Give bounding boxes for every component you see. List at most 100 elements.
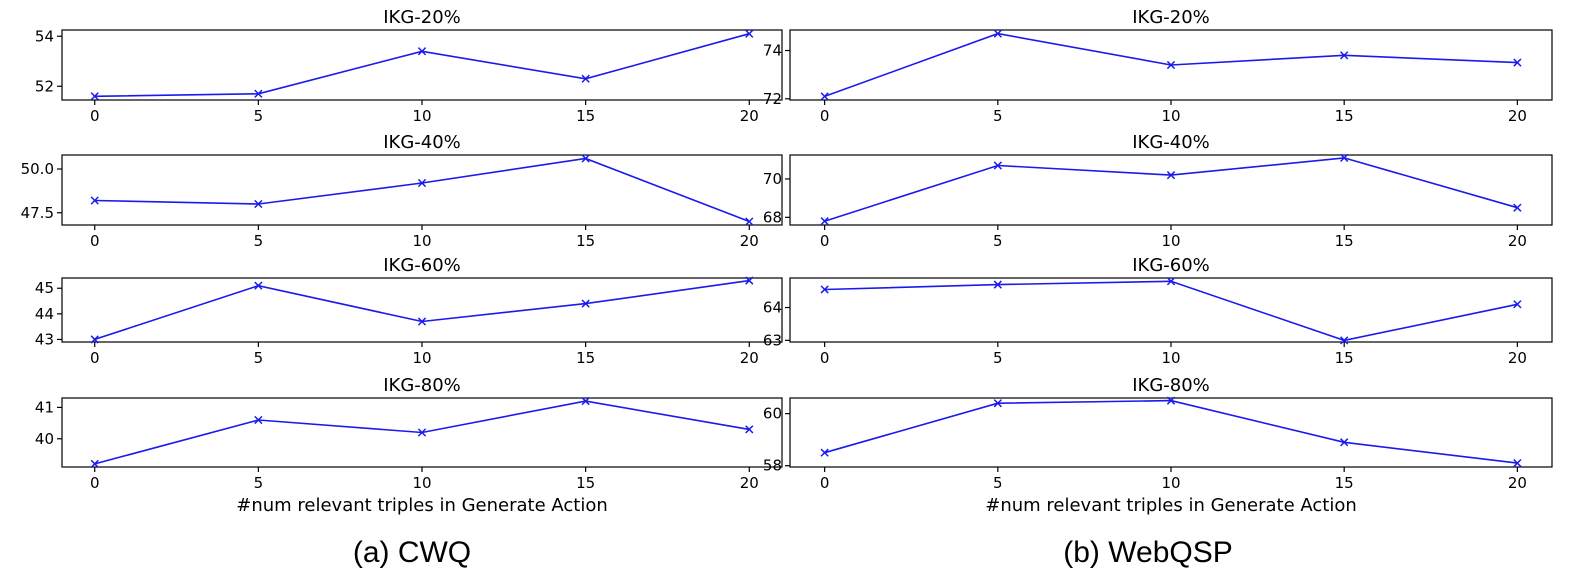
chart-5-title: IKG-40% — [1132, 132, 1210, 153]
chart-6-point — [993, 280, 1002, 289]
chart-7-xtick-label: 20 — [1508, 474, 1527, 492]
chart-6-point — [1340, 336, 1349, 345]
chart-3-point — [745, 425, 754, 434]
chart-0-series-line — [94, 32, 750, 98]
chart-1-frame — [61, 154, 783, 226]
chart-5-xtick-label: 10 — [1161, 232, 1180, 250]
chart-5-xtick-label: 5 — [993, 232, 1003, 250]
chart-2-xtick-label: 10 — [412, 349, 431, 367]
chart-7-point — [820, 448, 829, 457]
chart-6-ytick-label: 63 — [763, 331, 782, 349]
chart-0-ytick-label: 54 — [35, 27, 54, 45]
chart-7-series-line — [824, 399, 1518, 464]
chart-0-point — [254, 89, 263, 98]
chart-4-xtick-label: 0 — [820, 107, 830, 125]
chart-7-ytick-label: 60 — [763, 405, 782, 423]
chart-4-title: IKG-20% — [1132, 7, 1210, 28]
chart-7-title: IKG-80% — [1132, 375, 1210, 396]
chart-6-xtick-label: 20 — [1508, 349, 1527, 367]
chart-0-point — [417, 47, 427, 56]
chart-4-ytick-label: 74 — [763, 42, 782, 60]
chart-5-ytick-label: 68 — [763, 208, 782, 226]
chart-7-point — [993, 399, 1002, 408]
chart-3-title: IKG-80% — [383, 375, 461, 396]
chart-1-point — [417, 178, 427, 188]
chart-4-point — [1340, 51, 1349, 60]
chart-3-point — [90, 459, 99, 468]
chart-2-title: IKG-60% — [383, 255, 461, 276]
chart-2-point — [254, 281, 263, 290]
chart-4-point — [1166, 60, 1176, 70]
chart-3-point — [417, 428, 427, 437]
chart-3-xtick-label: 10 — [412, 474, 431, 492]
chart-0-xtick-label: 20 — [740, 107, 759, 125]
chart-6-xtick-label: 15 — [1335, 349, 1354, 367]
chart-4: IKG-20% 0 5 10 15 20 72 74 — [763, 7, 1553, 125]
chart-2-xtick-label: 15 — [576, 349, 595, 367]
chart-5-frame — [789, 154, 1553, 226]
chart-3: IKG-80% 0 5 10 15 20 40 41 #num relevant triples… — [35, 375, 783, 516]
chart-5-point — [993, 161, 1002, 170]
chart-1: IKG-40% 0 5 10 15 20 47.5 50.0 — [21, 132, 783, 250]
chart-2-point — [581, 299, 590, 308]
chart-1-xtick-label: 10 — [412, 232, 431, 250]
chart-7-point — [1166, 396, 1176, 405]
chart-7-point — [1513, 458, 1522, 468]
chart-4-xtick-label: 5 — [993, 107, 1003, 125]
chart-7-xtick-label: 15 — [1335, 474, 1354, 492]
chart-2-point — [417, 317, 427, 326]
chart-2-xtick-label: 5 — [254, 349, 264, 367]
chart-2-xtick-label: 20 — [740, 349, 759, 367]
chart-1-point — [254, 199, 263, 209]
chart-0-xtick-label: 10 — [412, 107, 431, 125]
chart-5: IKG-40% 0 5 10 15 20 68 70 — [763, 132, 1553, 250]
chart-3-ytick-label: 40 — [35, 430, 54, 448]
chart-3-xtick-label: 20 — [740, 474, 759, 492]
chart-6-xtick-label: 0 — [820, 349, 830, 367]
chart-4-point — [1513, 58, 1522, 67]
chart-4-xtick-label: 10 — [1161, 107, 1180, 125]
chart-4-xtick-label: 15 — [1335, 107, 1354, 125]
chart-3-xlabel: #num relevant triples in Generate Action — [236, 495, 608, 516]
chart-6-ytick-label: 64 — [763, 299, 782, 317]
chart-0-point — [90, 92, 99, 101]
chart-6-xtick-label: 5 — [993, 349, 1003, 367]
chart-2-point — [745, 276, 754, 285]
chart-6-point — [820, 285, 829, 294]
chart-7-xtick-label: 10 — [1161, 474, 1180, 492]
chart-4-point — [993, 29, 1002, 38]
chart-5-point — [1340, 153, 1349, 163]
chart-5-xtick-label: 20 — [1508, 232, 1527, 250]
chart-4-xtick-label: 20 — [1508, 107, 1527, 125]
chart-3-xtick-label: 5 — [254, 474, 264, 492]
chart-0-point — [745, 29, 754, 38]
chart-1-title: IKG-40% — [383, 132, 461, 153]
chart-6-xtick-label: 10 — [1161, 349, 1180, 367]
chart-1-series-line — [94, 157, 750, 223]
chart-6-title: IKG-60% — [1132, 255, 1210, 276]
chart-1-xtick-label: 5 — [254, 232, 264, 250]
chart-1-ytick-label: 50.0 — [21, 160, 54, 178]
chart-5-xtick-label: 15 — [1335, 232, 1354, 250]
chart-5-xtick-label: 0 — [820, 232, 830, 250]
chart-6: IKG-60% 0 5 10 15 20 63 64 — [763, 255, 1553, 367]
chart-0-frame — [61, 29, 783, 101]
chart-2-xtick-label: 0 — [90, 349, 100, 367]
chart-7-xtick-label: 0 — [820, 474, 830, 492]
chart-0-ytick-label: 52 — [35, 77, 54, 95]
chart-3-xtick-label: 15 — [576, 474, 595, 492]
chart-6-point — [1166, 277, 1176, 286]
chart-3-point — [254, 415, 263, 425]
caption-cwq: (a) CWQ — [353, 536, 471, 569]
chart-7-point — [1340, 438, 1349, 447]
chart-0-xtick-label: 15 — [576, 107, 595, 125]
chart-7-frame — [789, 397, 1553, 468]
chart-7-xtick-label: 5 — [993, 474, 1003, 492]
chart-7-ytick-label: 58 — [763, 457, 782, 475]
chart-4-ytick-label: 72 — [763, 90, 782, 108]
chart-5-point — [1166, 171, 1176, 180]
chart-1-xtick-label: 15 — [576, 232, 595, 250]
chart-7: IKG-80% 0 5 10 15 20 58 60 #num relevant triples… — [763, 375, 1553, 516]
